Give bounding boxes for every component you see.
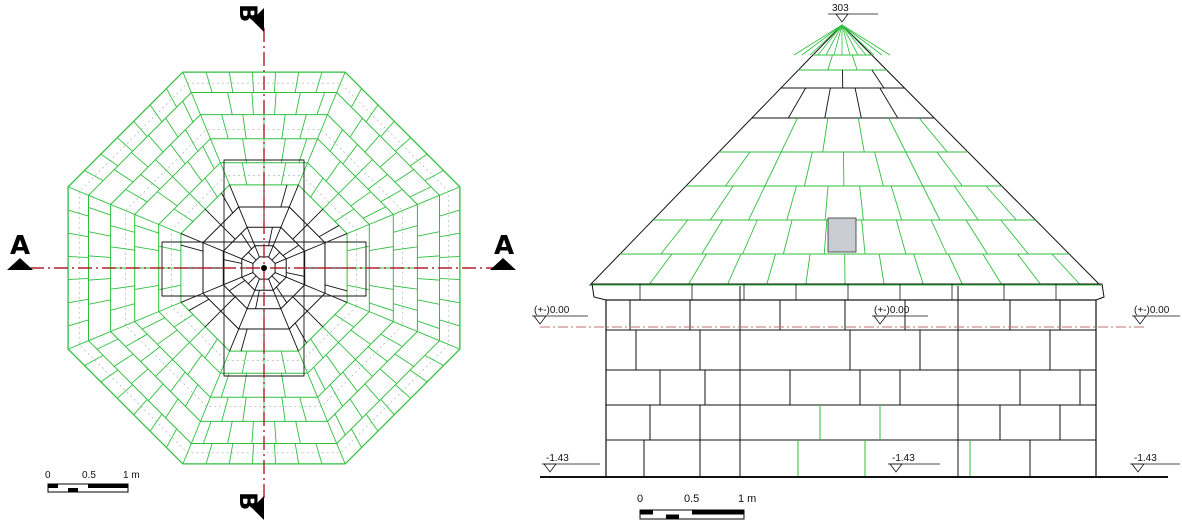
level-label-base-middle: -1.43	[892, 453, 915, 464]
level-marker-zero-left: (+-)0.00	[532, 305, 588, 325]
level-marker-base-left: -1.43	[542, 453, 600, 473]
section-label-b-top: B	[234, 4, 262, 22]
scale-left-label-05: 0.5	[82, 470, 96, 481]
level-label-zero-middle: (+-)0.00	[874, 305, 910, 316]
scale-bar-left: 0 0.5 1 m	[45, 470, 140, 493]
octagon-roof-plan: A A B B 0 0.5 1 m	[7, 4, 516, 520]
roof-opening	[827, 217, 857, 253]
level-label-base-left: -1.43	[546, 453, 569, 464]
section-marker-b-top: B	[234, 4, 264, 32]
scale-bar-right: 0 0.5 1 m	[637, 493, 756, 520]
section-label-b-bottom: B	[234, 492, 262, 510]
scale-left-label-1m: 1 m	[123, 470, 140, 481]
section-marker-b-bottom: B	[234, 492, 264, 520]
roof-tile-grid	[590, 24, 1100, 286]
scale-right-label-1m: 1 m	[738, 493, 756, 505]
level-label-zero-right: (+-)0.00	[1134, 305, 1170, 316]
level-marker-base-middle: -1.43	[888, 453, 940, 473]
apex-level-marker: 303	[828, 3, 878, 23]
scale-right-label-0: 0	[637, 493, 643, 505]
level-marker-base-right: -1.43	[1130, 453, 1180, 473]
level-label-zero-left: (+-)0.00	[534, 305, 570, 316]
level-marker-zero-right: (+-)0.00	[1132, 305, 1180, 325]
section-marker-a-right: A	[490, 231, 516, 270]
level-label-base-right: -1.43	[1134, 453, 1157, 464]
level-marker-zero-middle: (+-)0.00	[872, 305, 928, 325]
section-marker-a-left: A	[7, 231, 33, 270]
scale-right-label-05: 0.5	[684, 493, 699, 505]
plan-inner-dark-blocks	[161, 159, 367, 377]
section-label-a-left: A	[10, 231, 30, 261]
tower-elevation: 303 (+-)0.00 (+-)0.00 (+-)0.00 -1.43 -	[532, 3, 1180, 520]
scale-left-label-0: 0	[45, 470, 51, 481]
center-point	[261, 265, 267, 271]
apex-label: 303	[832, 3, 849, 14]
section-label-a-right: A	[494, 231, 514, 261]
wall-masonry-courses	[606, 286, 1096, 477]
